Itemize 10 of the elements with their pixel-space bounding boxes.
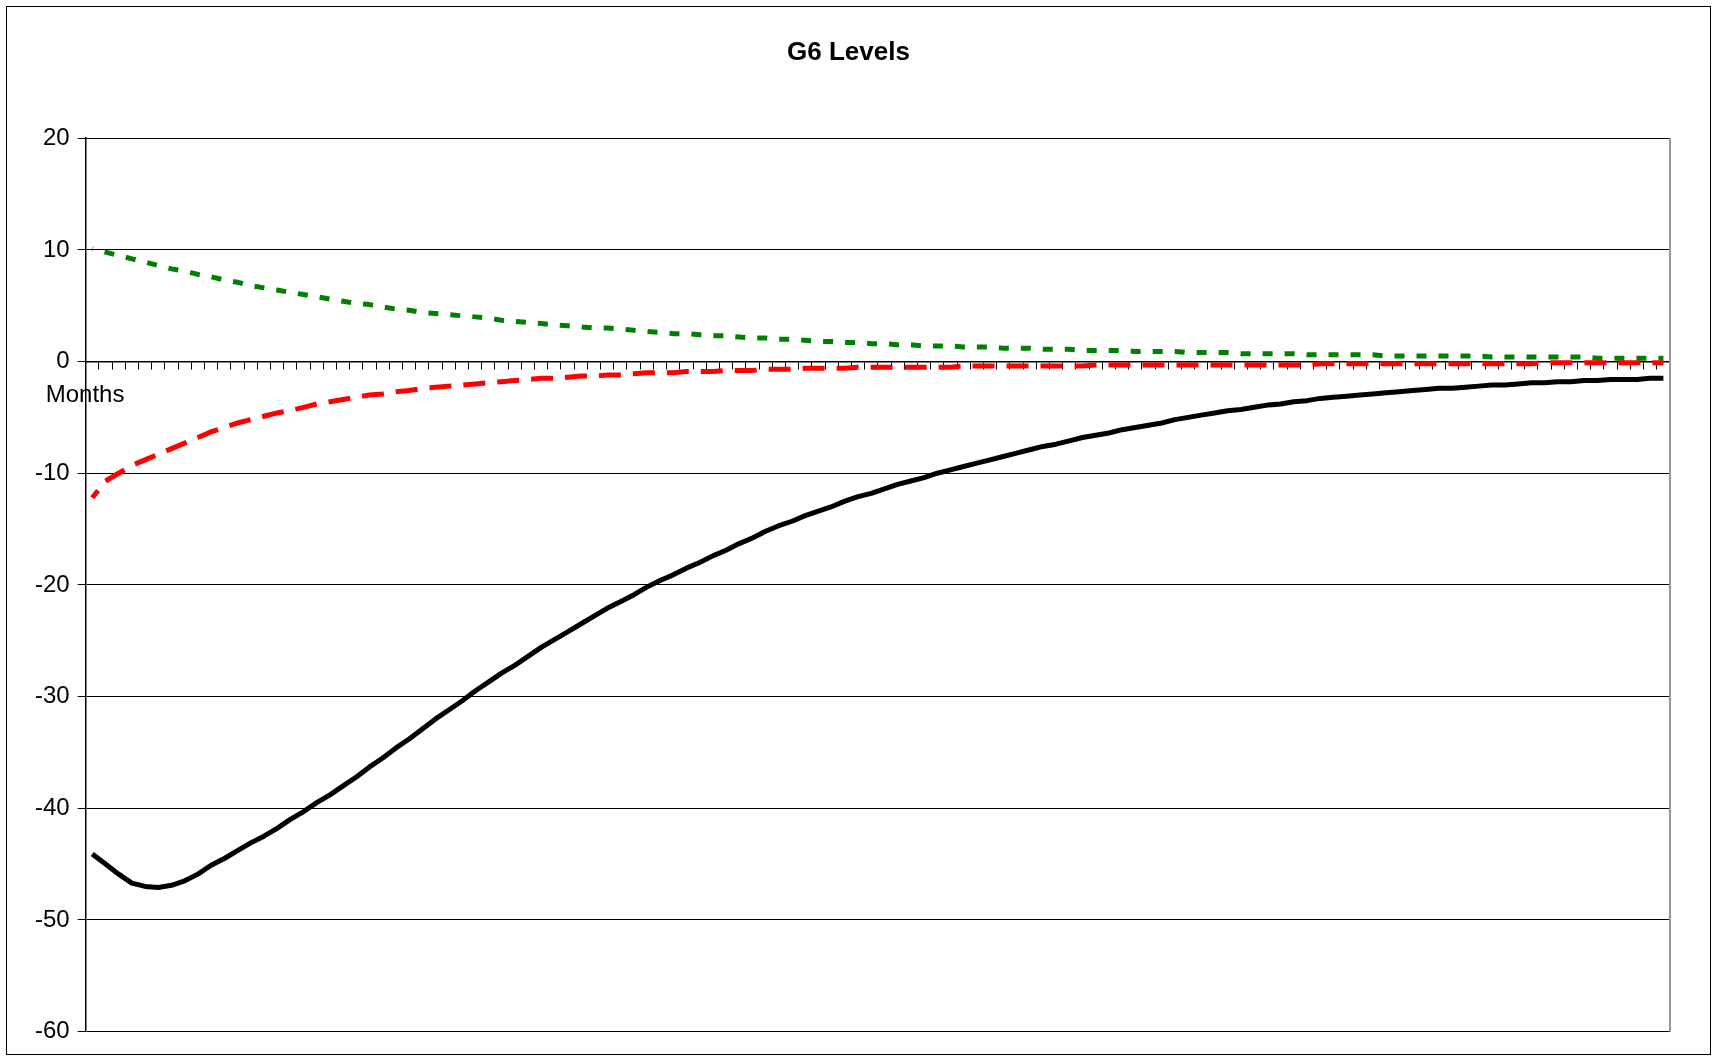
y-tick-label: -30 — [35, 681, 70, 709]
chart-title: G6 Levels — [787, 35, 910, 66]
y-tick-label: -20 — [35, 569, 70, 597]
y-tick-label: -60 — [35, 1016, 70, 1044]
y-tick-label: 0 — [56, 346, 70, 374]
y-tick-label: -10 — [35, 457, 70, 485]
y-tick-label: 20 — [42, 122, 70, 150]
y-tick-label: 10 — [42, 234, 70, 262]
y-tick-label: -50 — [35, 904, 70, 932]
y-tick-label: -40 — [35, 792, 70, 820]
